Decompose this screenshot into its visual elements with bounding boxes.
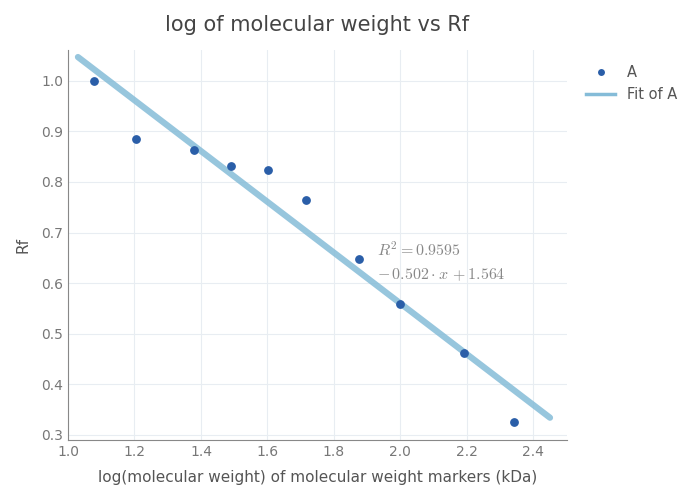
Point — [354, 255, 365, 263]
Point — [89, 77, 100, 85]
Point — [395, 300, 406, 308]
Point — [458, 349, 469, 357]
X-axis label: log(molecular weight) of molecular weight markers (kDa): log(molecular weight) of molecular weigh… — [98, 470, 537, 485]
Point — [225, 162, 237, 170]
Title: log of molecular weight vs Rf: log of molecular weight vs Rf — [165, 15, 470, 35]
Point — [189, 146, 200, 154]
Text: $R^2 = 0.9595$
$-\,0.502 \cdot x\, +1.564$: $R^2 = 0.9595$ $-\,0.502 \cdot x\, +1.56… — [377, 240, 505, 283]
Point — [300, 196, 312, 203]
Point — [130, 135, 141, 143]
Point — [508, 418, 519, 426]
Y-axis label: Rf: Rf — [15, 237, 30, 253]
Legend: A, Fit of A: A, Fit of A — [579, 58, 685, 110]
Point — [262, 166, 274, 174]
